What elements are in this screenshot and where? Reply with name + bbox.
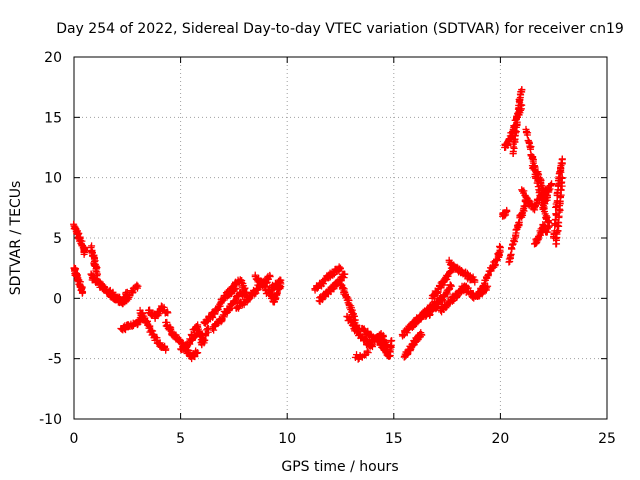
data-point (211, 310, 219, 318)
data-point (194, 323, 202, 331)
data-point (175, 335, 183, 343)
data-point (237, 278, 245, 286)
data-point (558, 156, 566, 164)
data-point (545, 186, 553, 194)
data-point (503, 207, 511, 215)
y-tick-label: 20 (44, 50, 62, 66)
data-point (446, 281, 454, 289)
data-point (348, 321, 356, 329)
data-point (124, 295, 132, 303)
data-point (548, 180, 556, 188)
data-point (541, 197, 549, 205)
x-tick-label: 10 (278, 431, 296, 447)
data-point (504, 141, 512, 149)
data-point (353, 351, 361, 359)
data-point (162, 346, 170, 354)
data-point (471, 276, 479, 284)
data-point (277, 280, 285, 288)
data-point (557, 186, 565, 194)
data-point (329, 271, 337, 279)
y-tick-label: -10 (39, 412, 62, 428)
grid (74, 57, 607, 419)
y-tick-label: 0 (53, 291, 62, 307)
data-point (543, 228, 551, 236)
data-point (554, 218, 562, 226)
data-points (70, 86, 566, 363)
data-point (194, 349, 202, 357)
data-point (558, 174, 566, 182)
data-point (447, 282, 455, 290)
data-point (363, 347, 371, 355)
plot-frame (73, 56, 608, 420)
data-point (496, 244, 504, 252)
data-point (361, 351, 369, 359)
data-point (523, 131, 531, 139)
data-point (164, 309, 172, 317)
data-point (251, 271, 259, 279)
data-point (433, 289, 441, 297)
data-point (364, 349, 372, 357)
x-tick-label: 5 (176, 431, 185, 447)
data-point (79, 288, 87, 296)
chart-title: Day 254 of 2022, Sidereal Day-to-day VTE… (56, 21, 624, 37)
data-point (241, 285, 249, 293)
data-point (341, 270, 349, 278)
data-point (510, 144, 518, 152)
data-point (446, 268, 454, 276)
y-tick-label: -5 (48, 352, 62, 368)
data-point (188, 331, 196, 339)
data-point (273, 289, 281, 297)
x-tick-label: 25 (598, 431, 616, 447)
data-point (536, 191, 544, 199)
data-point (266, 273, 274, 281)
data-point (121, 325, 129, 333)
data-point (530, 166, 538, 174)
data-point (319, 280, 327, 288)
y-tick-label: 10 (44, 171, 62, 187)
data-point (337, 264, 344, 272)
data-point (537, 181, 545, 189)
data-point (432, 304, 440, 312)
data-point (519, 206, 527, 214)
y-tick-label: 5 (53, 231, 62, 247)
data-point (388, 337, 396, 345)
axis-ticks: 0 5 10 15 20 25 -10 -5 0 5 10 15 20 (39, 50, 616, 447)
y-tick-label: 15 (44, 110, 62, 126)
data-point (146, 322, 154, 330)
data-point (121, 326, 129, 334)
data-point (537, 193, 545, 201)
x-axis-label: GPS time / hours (281, 459, 398, 475)
data-point (418, 331, 426, 339)
data-point (193, 349, 201, 357)
x-tick-label: 20 (491, 431, 509, 447)
data-point (210, 326, 218, 334)
data-point (184, 348, 192, 356)
data-point (552, 234, 560, 242)
y-axis-label: SDTVAR / TECUs (8, 181, 24, 296)
data-point (93, 270, 101, 278)
x-tick-label: 15 (385, 431, 403, 447)
data-point (134, 282, 142, 290)
x-tick-label: 0 (70, 431, 79, 447)
data-point (518, 86, 526, 94)
data-point (543, 213, 551, 221)
data-point (81, 248, 89, 256)
data-point (543, 191, 551, 199)
data-point (512, 127, 520, 135)
